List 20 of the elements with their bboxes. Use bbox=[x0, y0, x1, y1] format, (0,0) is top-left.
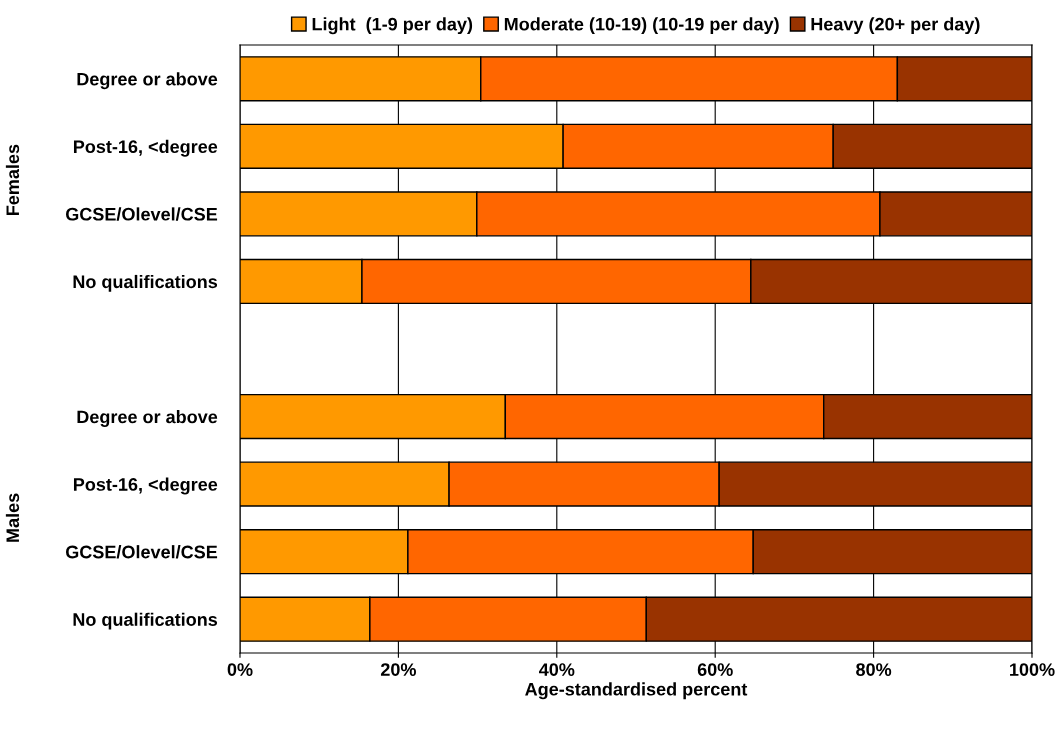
legend-label: Light (1-9 per day) bbox=[312, 17, 473, 35]
legend-label: Heavy (20+ per day) bbox=[811, 17, 980, 35]
x-tick-label: 100% bbox=[1010, 663, 1055, 676]
y-tick-label: No qualifications bbox=[73, 612, 218, 630]
y-tick-label: GCSE/Olevel/CSE bbox=[65, 207, 218, 221]
x-tick-label: 80% bbox=[856, 663, 892, 676]
y-tick-label: Post-16, <degree bbox=[73, 477, 218, 495]
y-tick-label: Degree or above bbox=[77, 72, 218, 90]
legend-label: Moderate (10-19) (10-19 per day) bbox=[504, 17, 779, 35]
y-tick-label: GCSE/Olevel/CSE bbox=[65, 545, 218, 559]
y-tick-label: Post-16, <degree bbox=[73, 139, 218, 157]
x-tick-label: 0% bbox=[227, 663, 253, 676]
y-tick-label: No qualifications bbox=[73, 274, 218, 292]
text: Males bbox=[5, 493, 20, 542]
x-tick-label: 40% bbox=[539, 663, 575, 676]
x-tick-label: 60% bbox=[697, 663, 733, 676]
x-axis-title: Age-standardised percent bbox=[525, 682, 748, 700]
y-tick-label: Degree or above bbox=[77, 410, 218, 427]
text: Females bbox=[5, 144, 20, 216]
x-tick-label: 20% bbox=[380, 663, 416, 676]
